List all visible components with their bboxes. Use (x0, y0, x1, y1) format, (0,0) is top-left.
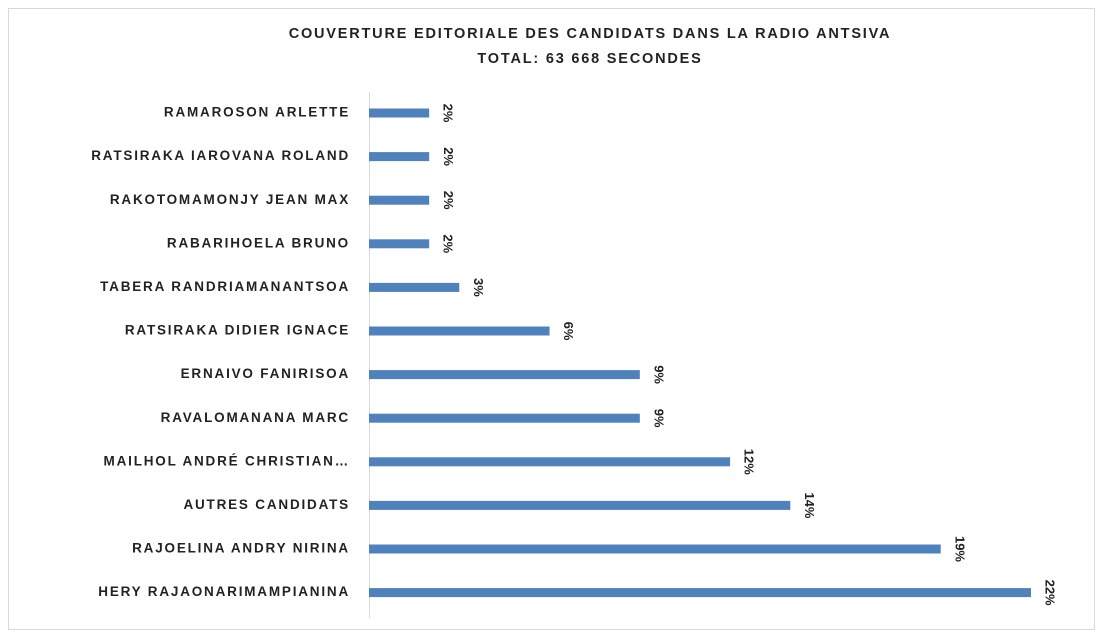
bar (369, 239, 430, 249)
bar (369, 457, 731, 467)
data-label: 2% (441, 104, 456, 123)
bar (369, 544, 941, 554)
y-tick-label: MAILHOL ANDRÉ CHRISTIAN… (104, 453, 350, 468)
bar (369, 108, 430, 118)
bar (369, 326, 550, 336)
y-tick-label: HERY RAJAONARIMAMPIANINA (98, 584, 350, 599)
bar (369, 370, 640, 380)
data-label: 14% (802, 492, 817, 518)
data-label: 6% (561, 322, 576, 341)
y-tick-label: ERNAIVO FANIRISOA (181, 366, 350, 381)
data-label: 19% (952, 536, 967, 562)
data-label: 9% (651, 409, 666, 428)
data-label: 2% (441, 191, 456, 210)
chart-border (8, 8, 1095, 630)
y-tick-label: RAJOELINA ANDRY NIRINA (132, 541, 350, 556)
bar (369, 500, 791, 510)
bar (369, 588, 1031, 598)
data-label: 12% (742, 449, 757, 475)
y-tick-label: RAVALOMANANA MARC (161, 410, 350, 425)
y-tick-label: AUTRES CANDIDATS (183, 497, 350, 512)
bar (369, 413, 640, 423)
data-label: 9% (651, 365, 666, 384)
y-tick-label: RATSIRAKA DIDIER IGNACE (125, 323, 350, 338)
chart-subtitle: TOTAL: 63 668 SECONDES (477, 51, 702, 67)
data-label: 2% (441, 234, 456, 253)
bar (369, 195, 430, 205)
y-tick-label: RAMAROSON ARLETTE (164, 105, 350, 120)
data-label: 3% (471, 278, 486, 297)
data-label: 2% (441, 147, 456, 166)
data-label: 22% (1043, 580, 1058, 606)
y-tick-label: RABARIHOELA BRUNO (167, 235, 350, 250)
bar (369, 282, 460, 292)
y-tick-label: RATSIRAKA IAROVANA ROLAND (91, 148, 350, 163)
y-tick-label: RAKOTOMAMONJY JEAN MAX (110, 192, 350, 207)
y-tick-label: TABERA RANDRIAMANANTSOA (100, 279, 350, 294)
bar (369, 152, 430, 162)
chart-title: COUVERTURE EDITORIALE DES CANDIDATS DANS… (289, 26, 892, 42)
